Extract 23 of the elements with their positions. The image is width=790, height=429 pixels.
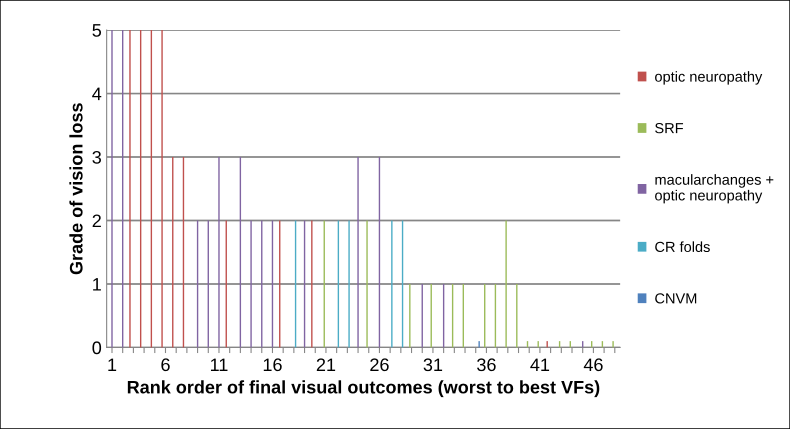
y-tick-label: 1 [93,278,101,291]
x-tick-label: 41 [530,358,550,371]
x-tick-label: 11 [210,358,228,371]
x-tick-label: 36 [477,358,496,372]
y-tick-label: 0 [92,341,102,354]
x-tick-label: 46 [584,358,603,372]
y-tick-label: 4 [92,88,102,100]
x-tick-label: 31 [424,358,442,372]
y-tick-label: 3 [92,150,101,164]
legend-label: CR folds [655,241,710,252]
y-axis-title: Grade of vision loss [69,103,83,274]
legend-label: SRF [655,122,684,134]
x-tick-label: 26 [370,358,389,372]
x-tick-label: 6 [161,358,170,372]
x-tick-label: 16 [264,358,282,372]
x-axis-title: Rank order of final visual outcomes (worst to best VFs) [128,380,600,398]
y-tick-label: 5 [92,24,102,37]
legend-label: macularchanges + optic neuropathy [655,174,774,204]
legend-label: CNVM [655,293,696,304]
x-tick-label: 1 [108,358,116,371]
x-tick-label: 21 [316,358,336,371]
y-tick-label: 2 [92,214,101,228]
legend-label: optic neuropathy [655,71,762,85]
